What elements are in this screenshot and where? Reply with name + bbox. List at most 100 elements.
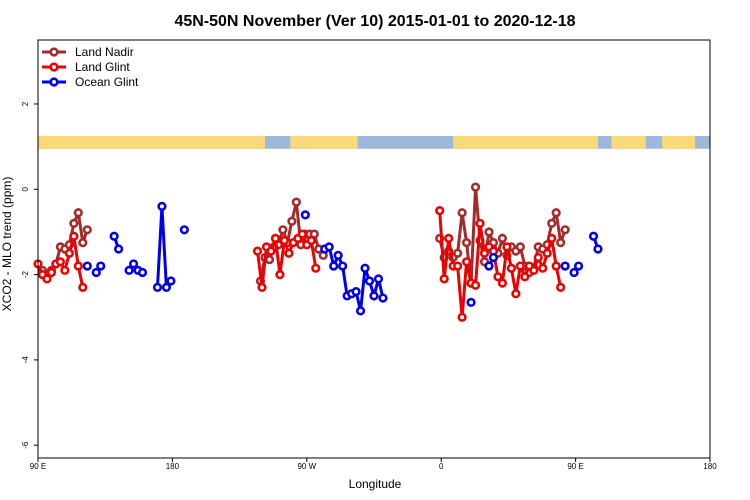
data-point [593,244,603,254]
data-point [457,312,467,322]
data-point [355,306,366,316]
data-point [484,261,494,271]
data-point [114,244,124,254]
data-point [529,265,539,275]
x-axis-label: Longitude [349,477,402,491]
data-point [569,267,579,278]
data-point [128,259,139,269]
x-tick-label: 90 E [30,462,46,471]
data-point [152,282,163,292]
data-point [573,261,584,271]
data-point [488,252,499,263]
data-point [497,278,508,288]
data-point [588,231,599,241]
data-point [60,265,70,275]
data-point [364,276,375,286]
data-point [137,267,148,278]
data-point [157,201,167,211]
data-point [297,229,307,239]
data-point [64,248,74,258]
data-point [179,225,189,235]
data-point [551,208,561,218]
land-band-segment [453,135,598,149]
data-point [73,261,83,271]
y-tick-label: 2 [21,101,30,106]
data-point [479,248,490,258]
data-point [278,225,288,235]
data-point [252,246,263,256]
data-point [453,248,463,258]
data-point [333,250,343,260]
data-point [300,210,310,220]
legend-entry: Ocean Glint [42,75,139,89]
y-tick-label: -2 [21,270,30,278]
data-point [311,263,321,273]
data-point [351,287,361,297]
y-axis: 2 0 -2 -4 -6 [21,101,38,449]
legend-label: Ocean Glint [75,75,139,89]
legend-swatch-marker [49,77,59,87]
data-point [497,233,508,243]
data-point [470,280,481,290]
data-point [457,208,467,218]
land-band-segment [290,135,358,149]
data-point [461,257,472,267]
legend-label: Land Glint [75,60,130,74]
data-point [542,248,552,258]
data-point [275,269,285,280]
data-point [551,261,561,271]
data-point [560,261,570,271]
data-point [82,261,92,271]
x-axis: 90 E 180 90 W 0 90 E 180 [30,458,717,471]
y-axis-label: XCO2 - MLO trend (ppm) [0,177,14,312]
data-point [69,231,79,241]
data-point [91,267,101,278]
data-point [373,274,384,284]
series-ocean-glint [82,201,603,316]
data-point [360,263,370,273]
data-point [166,276,176,286]
x-tick-label: 0 [439,462,444,471]
data-point [444,233,454,243]
land-band-segment [38,135,265,149]
data-point [96,261,106,271]
legend-label: Land Nadir [75,45,134,59]
data-point [533,252,543,263]
data-point [439,274,449,284]
data-point [291,197,301,207]
data-point [484,227,494,237]
x-tick-label: 180 [166,462,180,471]
data-point [287,216,297,226]
land-ocean-band [38,135,710,149]
data-point [270,233,281,243]
data-point [338,261,348,271]
y-tick-label: 0 [21,187,30,192]
data-point [73,208,83,218]
data-point [284,248,294,258]
data-point [42,274,52,284]
data-point [466,297,476,307]
data-point [55,257,66,267]
data-point [556,282,566,292]
data-point [520,272,530,282]
data-point [69,218,79,229]
legend-entry: Land Nadir [42,45,134,59]
data-point [475,218,485,229]
data-point [329,261,339,271]
data-point [538,263,548,273]
data-point [109,231,119,241]
data-point [279,235,290,246]
data-point [264,255,275,265]
data-point [78,282,88,292]
data-point [560,225,570,235]
data-point [506,263,516,273]
x-tick-label: 90 W [297,462,316,471]
data-point [324,242,334,252]
data-point [502,242,512,252]
series-line [155,206,173,292]
land-band-segment [662,135,696,149]
data-point [124,265,134,275]
y-tick-label: -6 [21,441,30,449]
